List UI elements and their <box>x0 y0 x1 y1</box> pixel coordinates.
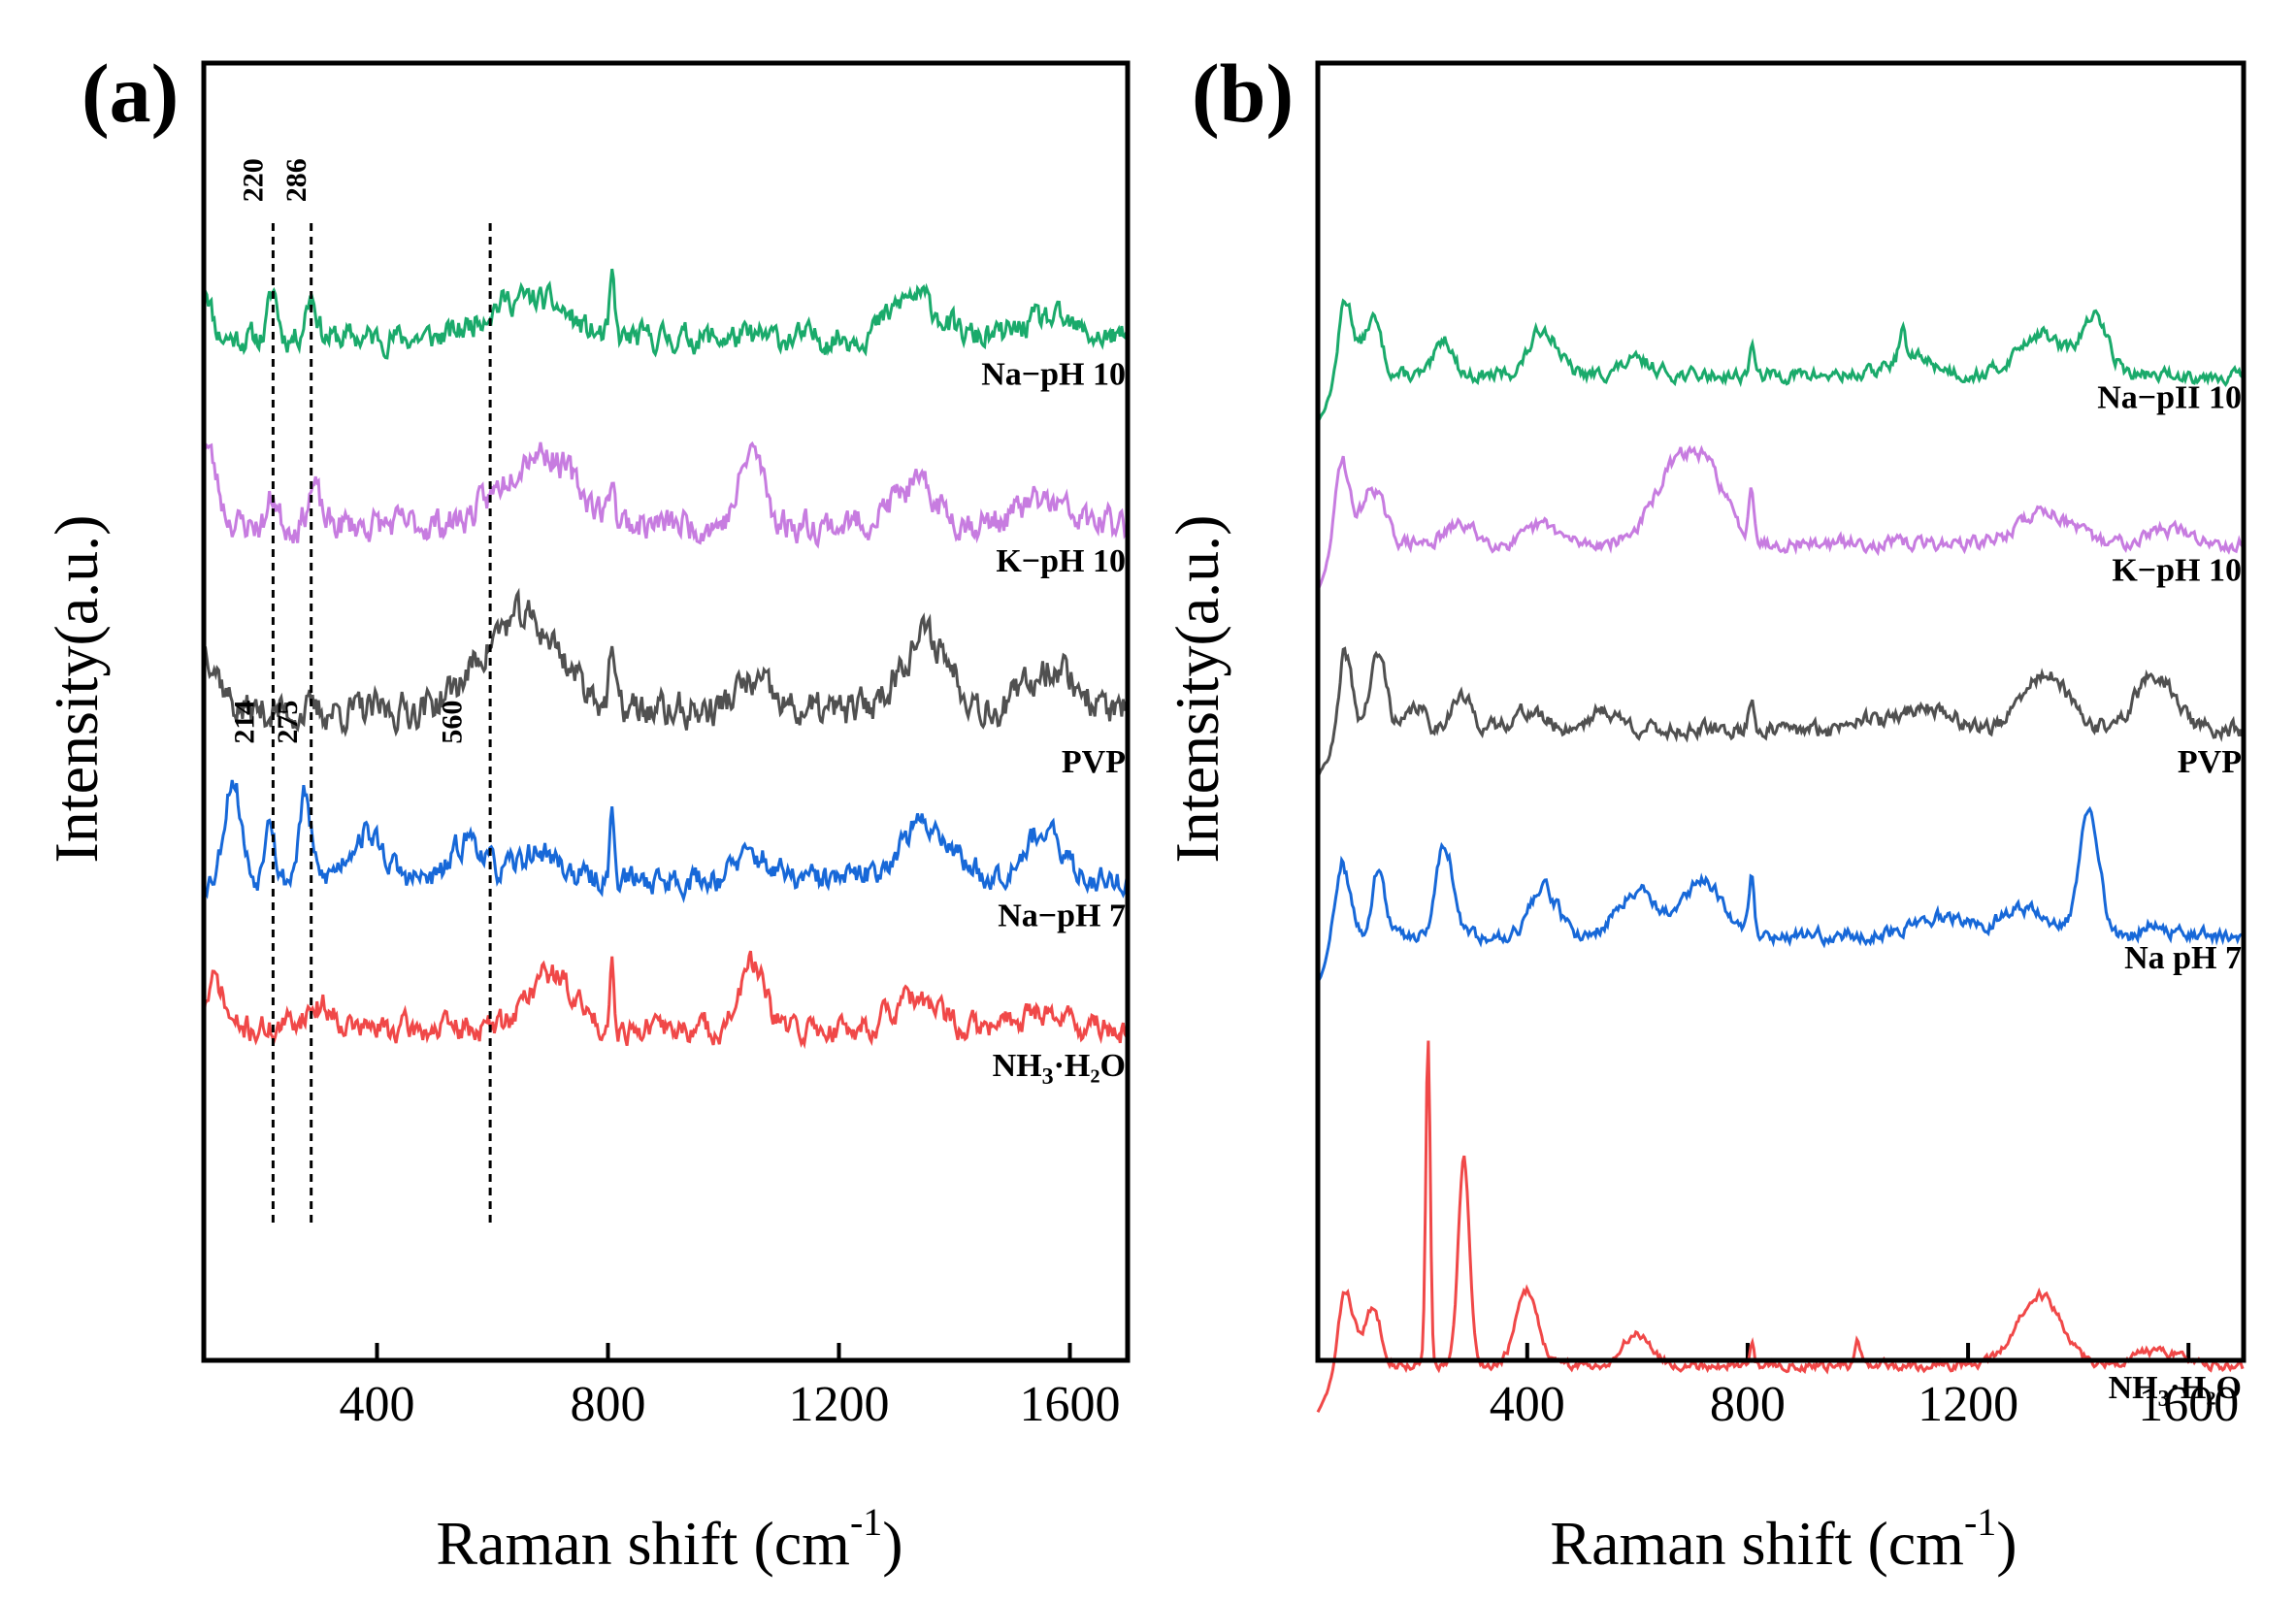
series-line <box>1316 1040 2245 1413</box>
panel-a-xlabel: Raman shift (cm-1) <box>436 1500 902 1578</box>
x-tick-label: 800 <box>1710 1377 1786 1432</box>
panel-b-xlabel: Raman shift (cm-1) <box>1550 1500 2017 1578</box>
series-line <box>202 268 1130 360</box>
panel-b-label: (b) <box>1192 47 1294 140</box>
series-label: Na pH 7 <box>2124 940 2242 976</box>
series-label: Na−pII 10 <box>2097 379 2242 415</box>
series-label: NH3·H₂O <box>993 1048 1126 1090</box>
series-line <box>1316 646 2246 778</box>
x-tick-label: 1200 <box>789 1377 890 1432</box>
series-label: K−pH 10 <box>996 543 1126 579</box>
panel-a-label: (a) <box>82 47 179 140</box>
x-tick-label: 400 <box>340 1377 415 1432</box>
panel-b-ylabel: Intensity(a.u.) <box>1163 515 1231 864</box>
panel-a-xlabel-sup: -1 <box>850 1500 882 1544</box>
panel-b-plot-area: 400 800 1200 1600 Na−pII 10 K−pH 10 PVP Na pH 7… <box>1316 298 2246 1432</box>
x-tick-label: 1600 <box>2138 1377 2239 1432</box>
panel-b: (b) Intensity(a.u.) Raman shift (cm-1) 4… <box>1163 47 2247 1578</box>
peak-annotation: 220 <box>237 158 269 202</box>
peak-annotation: 214 <box>229 701 261 744</box>
x-tick-label: 1200 <box>1918 1377 2018 1432</box>
series-line <box>1316 805 2246 984</box>
panel-a-plot-area: 400 800 1200 1600 Na−pH 10 K−pH 10 PVP Na−pH 7 N… <box>202 158 1130 1432</box>
series-label: Na−pH 7 <box>998 899 1126 934</box>
svg-text:Raman shift (cm-1): Raman shift (cm-1) <box>436 1500 902 1578</box>
series-label: NH3·H₂O <box>2109 1370 2242 1412</box>
panel-a-xlabel-close: ) <box>882 1509 902 1578</box>
panel-a: (a) Intensity(a.u.) Raman shift (cm-1) 4… <box>42 47 1131 1578</box>
series-line <box>202 950 1129 1050</box>
panel-b-xlabel-close: ) <box>1996 1509 2017 1578</box>
svg-text:Raman shift (cm-1): Raman shift (cm-1) <box>1550 1500 2017 1578</box>
peak-annotation: 275 <box>272 701 304 744</box>
series-label: Na−pH 10 <box>981 356 1126 392</box>
x-tick-label: 400 <box>1490 1377 1565 1432</box>
series-label: PVP <box>1062 744 1126 780</box>
panel-b-frame <box>1315 60 2247 1363</box>
series-label: K−pH 10 <box>2112 553 2242 589</box>
series-line <box>1316 298 2246 423</box>
panel-b-xlabel-sup: -1 <box>1964 1500 1996 1544</box>
panel-a-ylabel: Intensity(a.u.) <box>42 515 111 864</box>
panel-b-xlabel-main: Raman shift <box>1550 1509 1852 1578</box>
series-line <box>202 779 1130 904</box>
series-line <box>203 441 1130 549</box>
panel-a-xlabel-unit: (cm <box>753 1509 850 1578</box>
series-line <box>202 587 1130 737</box>
panel-b-xlabel-unit: (cm <box>1867 1509 1964 1578</box>
series-label: PVP <box>2178 744 2242 780</box>
series-line <box>1316 444 2246 591</box>
peak-annotation: 286 <box>280 158 312 202</box>
x-tick-label: 800 <box>571 1377 646 1432</box>
panel-a-xlabel-main: Raman shift <box>436 1509 738 1578</box>
panel-a-frame <box>201 60 1131 1363</box>
peak-annotation: 560 <box>437 701 469 744</box>
x-tick-label: 1600 <box>1020 1377 1121 1432</box>
